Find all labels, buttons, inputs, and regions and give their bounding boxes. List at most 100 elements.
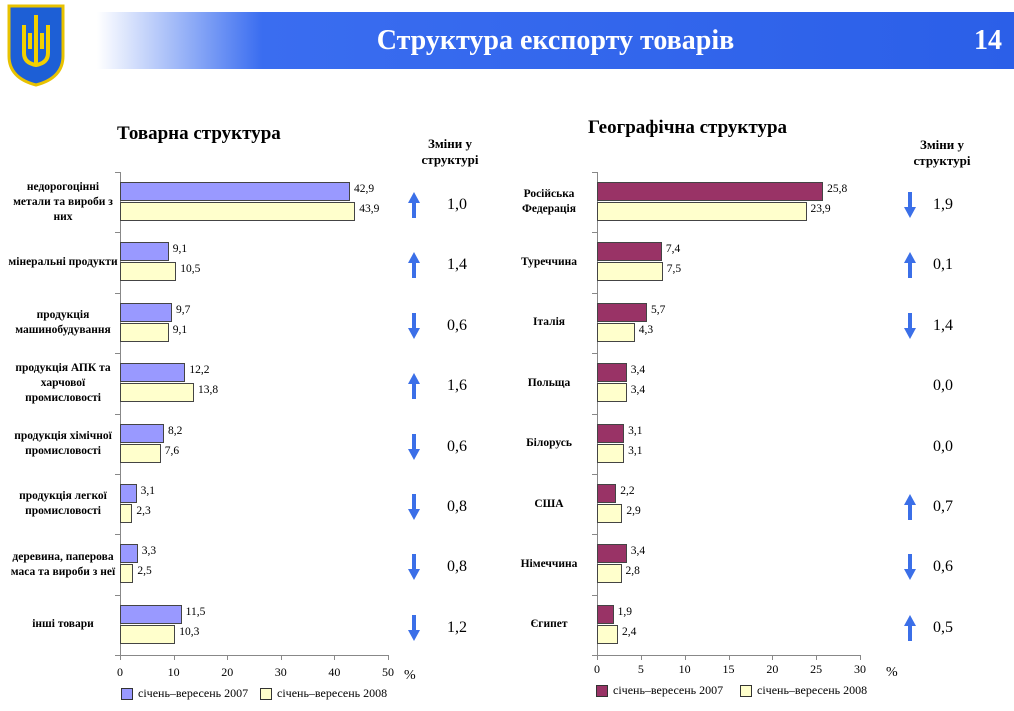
left-data-label-2007: 12,2: [189, 364, 210, 377]
right-y-tick-mark: [592, 474, 597, 475]
left-y-tick-mark: [115, 353, 120, 355]
right-y-tick-mark: [592, 232, 597, 234]
left-data-label-2007: 42,9: [353, 183, 375, 195]
left-x-tick-mark: [227, 655, 229, 661]
right-category-label: США: [534, 497, 564, 510]
left-category-label: продукція хімічної промисловості: [14, 429, 112, 457]
arrow-up-icon: [407, 373, 421, 400]
left-bar-2008: [120, 504, 133, 523]
right-bar-2008: [597, 504, 623, 523]
right-bar-2008: [597, 322, 635, 342]
right-data-label-2007: 3,4: [630, 545, 646, 558]
arrow-up-icon: [903, 494, 917, 520]
right-data-label-2008: 3,4: [630, 384, 646, 397]
left-bar-2007: [120, 423, 164, 443]
right-category-label: Італія: [533, 316, 565, 329]
left-category-label: продукція АПК та харчової промисловості: [15, 361, 111, 404]
arrow-down-icon: [407, 494, 421, 520]
left-change-value: 0,6: [447, 437, 467, 455]
right-bar-2007: [597, 363, 627, 383]
right-data-label-2008: 23,9: [810, 203, 831, 215]
left-x-axis-unit: %: [404, 668, 416, 683]
right-category-label: Туреччина: [520, 256, 578, 269]
arrow-down-icon: [407, 433, 421, 460]
left-data-label-2008: 43,9: [359, 203, 380, 215]
arrow-up-icon: [407, 252, 421, 279]
legend-swatch: [740, 684, 752, 697]
legend-swatch: [596, 684, 608, 697]
left-change-value: 1,2: [447, 618, 467, 636]
left-x-tick-mark: [120, 655, 121, 661]
arrow-down-icon: [903, 554, 917, 581]
left-x-tick-label: 30: [274, 665, 287, 679]
coat-of-arms-logo: [6, 3, 66, 87]
left-bar-2008: [120, 443, 161, 463]
right-data-label-2007: 1,9: [617, 605, 633, 618]
right-x-tick-mark: [684, 655, 686, 661]
right-bar-2007: [597, 242, 662, 262]
left-y-tick-mark: [115, 413, 120, 415]
left-x-tick-mark: [388, 655, 389, 661]
left-x-tick-label: 0: [117, 665, 123, 679]
right-category-label: Німеччина: [520, 558, 578, 571]
left-y-tick-mark: [115, 655, 120, 657]
left-bar-2007: [120, 242, 169, 262]
right-y-tick-mark: [592, 353, 597, 355]
right-legend-item: січень–вересень 2007: [596, 683, 723, 698]
right-x-tick-label: 15: [722, 662, 735, 676]
right-x-tick-label: 0: [594, 662, 600, 676]
left-category-label: продукція легкої промисловості: [19, 490, 107, 518]
right-x-tick-label: 10: [678, 662, 691, 676]
left-change-value: 1,6: [447, 377, 467, 395]
right-change-value: 0,0: [933, 437, 953, 455]
left-change-value: 0,8: [447, 498, 467, 515]
left-y-tick-mark: [115, 534, 120, 536]
right-bar-2007: [597, 302, 647, 322]
left-data-label-2008: 2,3: [136, 505, 151, 517]
left-x-tick-label: 40: [328, 665, 341, 679]
right-y-axis: [597, 172, 598, 656]
right-category-label: Російська Федерація: [522, 188, 576, 216]
right-y-tick-mark: [592, 534, 597, 536]
left-category-label: деревина, паперова маса та вироби з неї: [10, 550, 116, 578]
legend-label: січень–вересень 2008: [277, 686, 388, 700]
legend-label: січень–вересень 2008: [757, 683, 868, 697]
right-data-label-2007: 3,1: [628, 424, 643, 437]
left-bar-2008: [120, 624, 176, 644]
arrow-down-icon: [903, 192, 917, 218]
right-category-label: Білорусь: [526, 437, 572, 450]
left-data-label-2007: 3,1: [140, 485, 155, 497]
left-x-tick-label: 50: [382, 665, 394, 679]
left-bar-2007: [120, 484, 137, 503]
right-data-label-2008: 2,8: [625, 565, 640, 578]
left-chart-title: Товарна структура: [117, 123, 281, 144]
right-bar-2007: [597, 182, 824, 201]
arrow-down-icon: [407, 554, 421, 581]
right-bar-2008: [597, 262, 663, 282]
right-y-tick-mark: [592, 594, 597, 596]
left-x-tick-mark: [173, 655, 175, 661]
left-bar-2007: [120, 544, 138, 564]
left-change-value: 0,8: [447, 558, 467, 576]
legend-label: січень–вересень 2007: [613, 683, 724, 697]
left-data-label-2008: 7,6: [164, 444, 180, 457]
right-category-label: Польща: [527, 376, 571, 389]
right-bar-2008: [597, 564, 622, 584]
left-data-label-2008: 13,8: [197, 384, 219, 397]
right-x-tick-label: 5: [637, 662, 644, 676]
left-bar-2008: [120, 262, 177, 282]
left-data-label-2008: 2,5: [137, 565, 152, 578]
right-y-tick-mark: [592, 413, 597, 415]
arrow-down-icon: [903, 312, 917, 339]
right-data-label-2008: 2,4: [622, 625, 637, 638]
arrow-up-icon: [903, 252, 917, 279]
right-bar-2007: [597, 604, 614, 624]
right-change-value: 0,0: [933, 377, 953, 395]
right-bar-2008: [597, 624, 619, 644]
left-category-label: мінеральні продукти: [8, 256, 118, 269]
right-category-label: Єгипет: [530, 618, 568, 631]
right-changes-header: Зміни у структурі: [913, 137, 971, 168]
left-bar-2008: [120, 564, 134, 584]
right-bar-2007: [597, 484, 617, 503]
right-y-tick-mark: [592, 172, 597, 173]
